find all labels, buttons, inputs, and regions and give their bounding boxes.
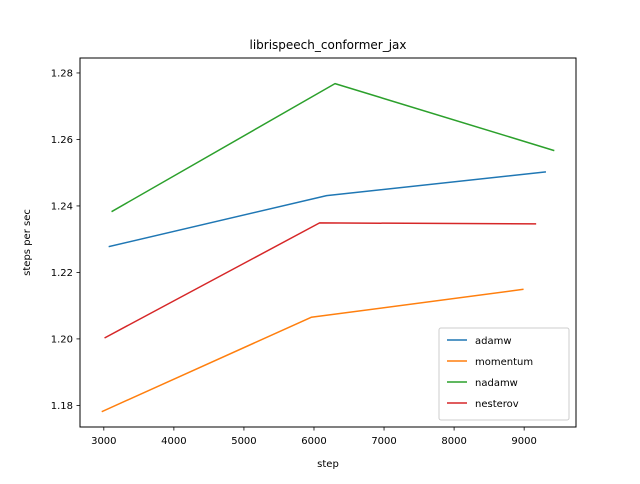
x-tick-label: 8000 [441,436,466,447]
y-tick-label: 1.24 [51,201,73,212]
plot-frame [79,57,577,428]
chart-title: librispeech_conformer_jax [249,38,406,52]
y-axis-ticks: 1.18 1.20 1.22 1.24 1.26 1.28 [51,68,80,412]
y-tick-label: 1.22 [51,268,73,279]
series-lines [101,82,555,413]
x-tick-label: 5000 [231,436,256,447]
legend-box [438,327,570,421]
legend-label-nesterov: nesterov [475,399,519,410]
y-tick-label: 1.28 [51,68,73,79]
x-axis-ticks: 3000 4000 5000 6000 7000 8000 9000 [91,427,537,447]
x-tick-label: 6000 [301,436,326,447]
x-tick-label: 7000 [371,436,396,447]
series-line-adamw [108,171,547,248]
series-line-nesterov [104,222,537,339]
x-tick-label: 9000 [511,436,536,447]
x-tick-label: 4000 [161,436,186,447]
series-line-nadamw [111,82,555,213]
y-tick-label: 1.20 [51,334,73,345]
legend-label-adamw: adamw [475,336,512,347]
x-tick-label: 3000 [91,436,116,447]
series-line-momentum [101,288,524,413]
y-tick-label: 1.18 [51,401,73,412]
x-axis-label: step [317,459,339,470]
legend-label-momentum: momentum [475,357,533,368]
y-tick-label: 1.26 [51,135,73,146]
legend: adamw momentum nadamw nesterov [438,327,570,421]
legend-label-nadamw: nadamw [475,378,518,389]
y-axis-label: steps per sec [22,209,33,276]
